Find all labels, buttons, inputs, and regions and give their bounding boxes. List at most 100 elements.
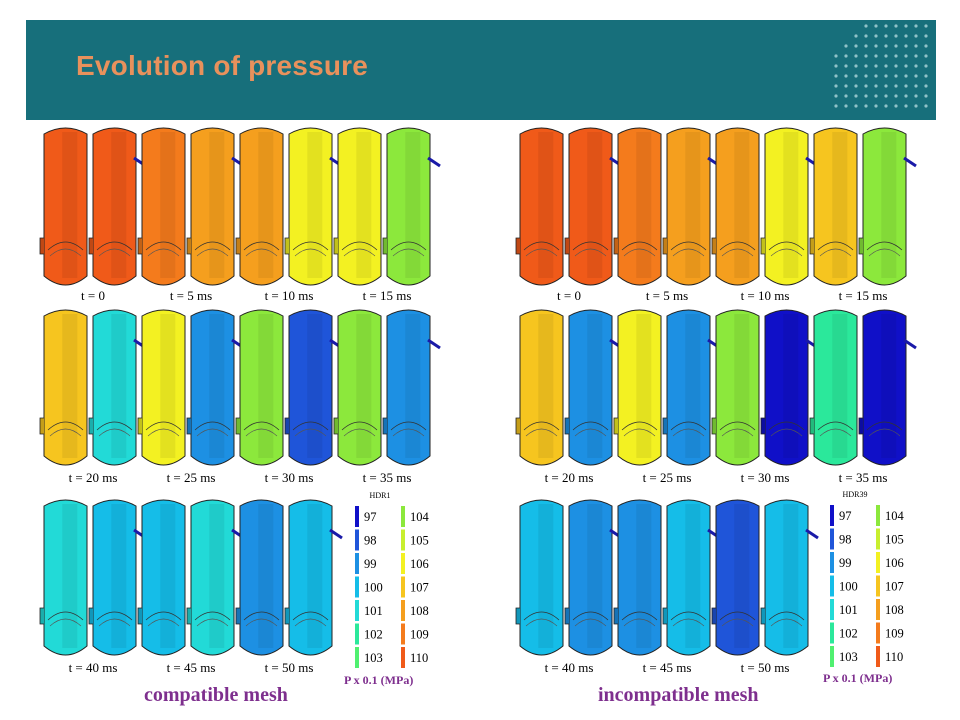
inner-arc xyxy=(292,421,329,431)
inner-arc xyxy=(145,611,182,621)
legend-swatch xyxy=(830,599,834,620)
dot xyxy=(924,44,928,48)
inner-arc xyxy=(341,421,378,431)
dot xyxy=(874,34,878,38)
time-label: t = 35 ms xyxy=(363,470,412,485)
inner-arc-2 xyxy=(574,428,607,437)
inner-arc-2 xyxy=(196,428,229,437)
inner-arc-2 xyxy=(770,618,803,627)
nozzle-notch xyxy=(564,417,569,435)
color-legend: HDR1 97 98 99 100 101 102 103 104 105 106 107 108 109… xyxy=(355,491,430,668)
dot xyxy=(874,24,878,28)
legend-value: 108 xyxy=(410,604,429,618)
inner-arc-2 xyxy=(147,428,180,437)
legend-value: 104 xyxy=(885,509,905,523)
dot xyxy=(874,84,878,88)
inner-arc-2 xyxy=(525,618,558,627)
inner-arc-2 xyxy=(245,248,278,257)
legend-swatch xyxy=(830,505,834,526)
legend-swatch xyxy=(876,599,880,620)
inner-arc xyxy=(866,421,903,431)
dot xyxy=(904,64,908,68)
dot xyxy=(884,74,888,78)
nozzle-notch xyxy=(515,417,520,435)
snapshot: t = 50 ms xyxy=(711,499,819,676)
inner-arc xyxy=(47,611,84,621)
legend-value: 100 xyxy=(364,581,383,595)
dot xyxy=(844,104,848,108)
dot xyxy=(924,104,928,108)
nozzle-notch xyxy=(39,607,44,625)
dot xyxy=(884,64,888,68)
nozzle-notch xyxy=(137,607,142,625)
inner-arc xyxy=(670,421,707,431)
dot xyxy=(914,84,918,88)
snapshot: t = 15 ms xyxy=(333,127,441,304)
legend-value: 108 xyxy=(885,603,904,617)
nozzle-notch xyxy=(186,607,191,625)
dot xyxy=(834,74,838,78)
color-legend: HDR39 97 98 99 100 101 102 103 104 105 106 107 108 10… xyxy=(830,490,905,667)
legend-swatch xyxy=(401,623,405,645)
inner-arc-2 xyxy=(672,248,705,257)
mesh-label-left: compatible mesh xyxy=(144,684,288,706)
time-label: t = 15 ms xyxy=(839,288,888,303)
inner-arc xyxy=(96,241,133,251)
dot xyxy=(904,24,908,28)
dot xyxy=(884,34,888,38)
inner-arc-2 xyxy=(196,248,229,257)
time-label-bg xyxy=(346,288,426,304)
snapshot: t = 0 xyxy=(515,127,623,304)
inner-arc-2 xyxy=(868,428,901,437)
inner-arc xyxy=(719,611,756,621)
inner-arc-2 xyxy=(525,428,558,437)
legend-unit-left: P x 0.1 (MPa) xyxy=(344,673,414,687)
dot xyxy=(864,34,868,38)
inner-arc xyxy=(572,611,609,621)
legend-value: 97 xyxy=(839,509,852,523)
nozzle-notch xyxy=(515,237,520,255)
legend-value: 104 xyxy=(410,510,430,524)
dot xyxy=(874,94,878,98)
nozzle-notch xyxy=(137,237,142,255)
inner-arc xyxy=(145,241,182,251)
time-label-bg xyxy=(528,470,608,486)
inner-arc xyxy=(670,241,707,251)
nozzle-notch xyxy=(382,237,387,255)
legend-value: 98 xyxy=(364,534,377,548)
legend-swatch xyxy=(876,575,880,597)
inner-arc xyxy=(243,421,280,431)
dot xyxy=(864,74,868,78)
inner-arc-2 xyxy=(574,248,607,257)
legend-swatch xyxy=(355,623,359,645)
inlet-pipe xyxy=(903,156,917,168)
legend-value: 106 xyxy=(410,557,429,571)
nozzle-notch xyxy=(711,417,716,435)
inner-arc xyxy=(390,241,427,251)
snapshot: t = 25 ms xyxy=(137,309,245,486)
nozzle-notch xyxy=(284,417,289,435)
inner-arc xyxy=(768,611,805,621)
legend-value: 98 xyxy=(839,533,852,547)
inlet-pipe xyxy=(427,338,441,350)
legend-swatch xyxy=(355,576,359,598)
snapshot: t = 25 ms xyxy=(613,309,721,486)
mesh-label-right: incompatible mesh xyxy=(598,684,759,706)
legend-swatch xyxy=(401,647,405,668)
nozzle-notch xyxy=(613,417,618,435)
snapshot: t = 35 ms xyxy=(333,309,441,486)
dot xyxy=(884,54,888,58)
inner-arc-2 xyxy=(294,618,327,627)
nozzle-notch xyxy=(809,417,814,435)
dot xyxy=(904,104,908,108)
dot xyxy=(924,94,928,98)
time-label: t = 25 ms xyxy=(167,470,216,485)
dot xyxy=(904,94,908,98)
legend-value: 110 xyxy=(885,650,903,664)
snapshot: t = 5 ms xyxy=(613,127,721,304)
legend-swatch xyxy=(401,553,405,574)
dot xyxy=(924,84,928,88)
inner-arc-2 xyxy=(819,248,852,257)
nozzle-notch xyxy=(564,237,569,255)
legend-swatch xyxy=(830,622,834,644)
